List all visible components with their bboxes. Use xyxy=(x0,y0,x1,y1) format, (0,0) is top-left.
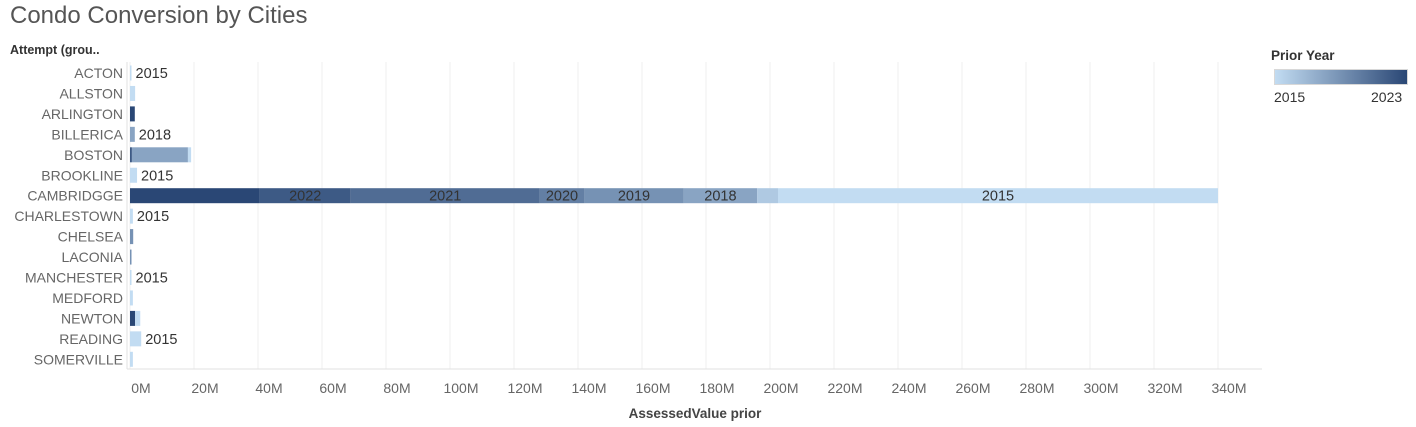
x-tick-label: 200M xyxy=(763,380,798,396)
bar-segment xyxy=(130,229,134,245)
bar-segment xyxy=(130,249,132,265)
y-category-label: LACONIA xyxy=(62,249,124,265)
y-category-label: MANCHESTER xyxy=(25,270,123,286)
data-label: 2022 xyxy=(289,189,321,205)
x-tick-label: 80M xyxy=(383,380,410,396)
x-tick-label: 260M xyxy=(955,380,990,396)
x-axis-title: AssessedValue prior xyxy=(628,406,762,421)
x-tick-label: 320M xyxy=(1147,380,1182,396)
data-label: 2015 xyxy=(145,332,177,348)
bar-segment xyxy=(130,126,135,142)
bar-segment xyxy=(584,188,684,204)
legend-min-label: 2015 xyxy=(1274,89,1306,105)
x-tick-label: 340M xyxy=(1211,380,1246,396)
data-label: 2015 xyxy=(982,189,1014,205)
bar-segment xyxy=(130,310,136,326)
bar-segment xyxy=(130,147,132,163)
bar-segment xyxy=(130,351,133,367)
data-label: 2015 xyxy=(141,168,173,184)
bar-segment xyxy=(187,147,192,163)
y-category-label: CHARLESTOWN xyxy=(14,208,123,224)
row-header: Attempt (grou.. xyxy=(10,43,100,57)
bar-segment xyxy=(130,270,132,285)
y-category-label: NEWTON xyxy=(61,310,123,326)
bar-segment xyxy=(757,188,778,204)
data-label: 2018 xyxy=(139,127,171,143)
bar-segment xyxy=(778,188,1218,204)
y-category-label: CHELSEA xyxy=(58,229,124,245)
y-category-label: MEDFORD xyxy=(52,290,123,306)
x-tick-label: 240M xyxy=(891,380,926,396)
bar-segment xyxy=(130,188,260,204)
x-tick-label: 140M xyxy=(571,380,606,396)
y-category-label: BOSTON xyxy=(64,147,123,163)
bar-segment xyxy=(131,147,188,163)
y-category-label: BILLERICA xyxy=(51,126,123,142)
bar-segment xyxy=(259,188,351,204)
bar-segment xyxy=(539,188,585,204)
y-category-label: ALLSTON xyxy=(59,85,123,101)
bar-segment xyxy=(130,208,133,224)
bar-segment xyxy=(130,167,138,183)
legend-color-ramp xyxy=(1274,69,1408,85)
legend-max-label: 2023 xyxy=(1371,89,1403,105)
bar-segment xyxy=(350,188,540,204)
data-label: 2015 xyxy=(137,209,169,225)
bar-segment xyxy=(683,188,758,204)
bar-segment xyxy=(130,106,135,122)
x-tick-label: 300M xyxy=(1083,380,1118,396)
x-tick-label: 100M xyxy=(443,380,478,396)
x-tick-label: 180M xyxy=(699,380,734,396)
x-tick-label: 60M xyxy=(319,380,346,396)
x-tick-label: 120M xyxy=(507,380,542,396)
x-tick-label: 0M xyxy=(131,380,150,396)
y-category-label: CAMBRIDGGE xyxy=(27,188,123,204)
y-category-label: SOMERVILLE xyxy=(34,351,123,367)
bar-segment xyxy=(130,290,133,306)
x-tick-label: 20M xyxy=(191,380,218,396)
chart-title: Condo Conversion by Cities xyxy=(10,2,308,29)
x-tick-label: 280M xyxy=(1019,380,1054,396)
bar-segment xyxy=(130,85,136,101)
data-label: 2020 xyxy=(546,189,578,205)
bar-segment xyxy=(130,331,142,347)
y-category-label: ACTON xyxy=(74,65,123,81)
data-label: 2015 xyxy=(136,271,168,287)
y-category-label: ARLINGTON xyxy=(42,106,123,122)
x-tick-label: 40M xyxy=(255,380,282,396)
x-tick-label: 220M xyxy=(827,380,862,396)
x-tick-label: 160M xyxy=(635,380,670,396)
y-category-label: READING xyxy=(59,331,123,347)
data-label: 2021 xyxy=(429,189,461,205)
y-category-label: BROOKLINE xyxy=(41,167,123,183)
data-label: 2018 xyxy=(704,189,736,205)
data-label: 2015 xyxy=(136,66,168,82)
data-label: 2019 xyxy=(618,189,650,205)
bar-segment xyxy=(135,310,141,326)
bar-segment xyxy=(130,65,132,81)
legend-title: Prior Year xyxy=(1271,48,1335,63)
